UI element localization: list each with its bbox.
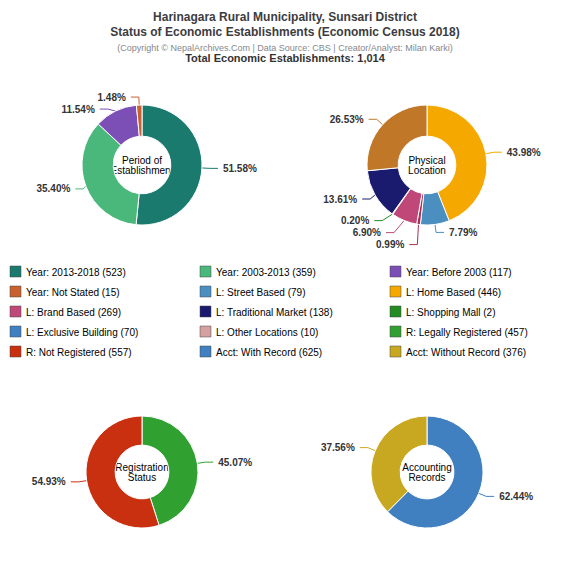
svg-text:Year: 2013-2018 (523): Year: 2013-2018 (523): [26, 267, 126, 278]
svg-text:43.98%: 43.98%: [507, 147, 541, 158]
svg-text:(Copyright © NepalArchives.Com: (Copyright © NepalArchives.Com | Data So…: [117, 43, 452, 53]
svg-text:Acct: Without Record (376): Acct: Without Record (376): [406, 347, 526, 358]
svg-text:1.48%: 1.48%: [97, 92, 125, 103]
svg-text:Establishment: Establishment: [111, 165, 174, 176]
svg-text:Physical: Physical: [408, 154, 446, 166]
svg-text:54.93%: 54.93%: [32, 476, 66, 487]
svg-text:Location: Location: [408, 165, 446, 176]
svg-text:11.54%: 11.54%: [61, 104, 94, 115]
svg-text:Status: Status: [128, 472, 156, 483]
svg-text:Year: Before 2003 (117): Year: Before 2003 (117): [406, 267, 512, 278]
svg-text:0.99%: 0.99%: [376, 239, 404, 250]
svg-text:L: Street Based (79): L: Street Based (79): [216, 287, 306, 298]
svg-text:45.07%: 45.07%: [218, 457, 252, 468]
svg-text:L: Brand Based (269): L: Brand Based (269): [26, 307, 121, 318]
svg-text:Status of Economic Establishme: Status of Economic Establishments (Econo…: [110, 25, 459, 39]
svg-text:35.40%: 35.40%: [36, 183, 70, 194]
svg-text:R: Not Registered (557): R: Not Registered (557): [26, 347, 132, 358]
svg-text:L: Other Locations (10): L: Other Locations (10): [216, 327, 318, 338]
svg-text:Accounting: Accounting: [402, 461, 452, 473]
svg-text:L: Shopping Mall (2): L: Shopping Mall (2): [406, 307, 496, 318]
svg-text:L: Exclusive Building (70): L: Exclusive Building (70): [26, 327, 138, 338]
svg-text:L: Traditional Market (138): L: Traditional Market (138): [216, 307, 333, 318]
svg-text:37.56%: 37.56%: [321, 442, 355, 453]
svg-text:Year: 2003-2013 (359): Year: 2003-2013 (359): [216, 267, 316, 278]
svg-text:R: Legally Registered (457): R: Legally Registered (457): [406, 327, 528, 338]
svg-text:13.61%: 13.61%: [323, 194, 357, 205]
svg-text:L: Home Based (446): L: Home Based (446): [406, 287, 501, 298]
svg-text:Records: Records: [408, 472, 445, 483]
svg-text:7.79%: 7.79%: [449, 227, 477, 238]
svg-text:Harinagara Rural Municipality,: Harinagara Rural Municipality, Sunsari D…: [153, 10, 417, 24]
svg-text:62.44%: 62.44%: [499, 491, 533, 502]
svg-text:Year: Not Stated (15): Year: Not Stated (15): [26, 287, 120, 298]
svg-text:Total Economic Establishments:: Total Economic Establishments: 1,014: [185, 52, 386, 64]
svg-text:Registration: Registration: [115, 461, 169, 473]
svg-text:Acct: With Record (625): Acct: With Record (625): [216, 347, 322, 358]
svg-text:6.90%: 6.90%: [353, 227, 381, 238]
svg-text:26.53%: 26.53%: [330, 114, 364, 125]
svg-text:Period of: Period of: [122, 154, 162, 166]
svg-text:0.20%: 0.20%: [341, 215, 369, 226]
svg-text:51.58%: 51.58%: [223, 163, 257, 174]
